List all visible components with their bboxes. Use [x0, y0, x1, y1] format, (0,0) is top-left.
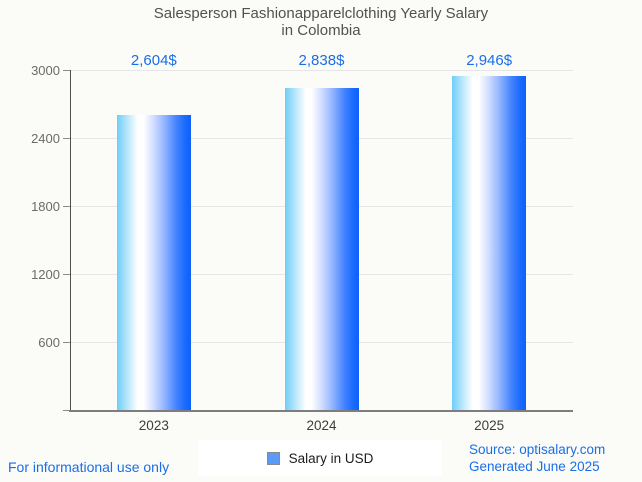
- legend-label: Salary in USD: [288, 450, 374, 466]
- y-axis-label-1200: 1200: [31, 267, 60, 282]
- chart-title-line1: Salesperson Fashionapparelclothing Yearl…: [153, 5, 489, 22]
- y-tick-600: [63, 342, 70, 343]
- x-axis-label-2023: 2023: [138, 418, 169, 433]
- gridline-3000: [70, 70, 573, 71]
- chart-title-line2: in Colombia: [281, 22, 361, 39]
- footer-generated-line: Generated June 2025: [469, 459, 600, 474]
- footer-disclaimer: For informational use only: [8, 459, 170, 475]
- y-tick-0: [63, 410, 70, 411]
- y-axis-label-3000: 3000: [31, 63, 60, 78]
- x-axis-label-2024: 2024: [306, 418, 337, 433]
- legend: Salary in USD: [198, 440, 442, 476]
- bar-value-label-2025: 2,946$: [466, 52, 513, 69]
- legend-marker-salary-in-usd: [266, 451, 280, 465]
- bar-value-label-2023: 2,604$: [130, 52, 177, 69]
- chart-title: Salesperson Fashionapparelclothing Yearl…: [0, 5, 642, 39]
- y-tick-1200: [63, 274, 70, 275]
- bar-value-label-2024: 2,838$: [298, 52, 345, 69]
- x-axis-label-2025: 2025: [474, 418, 505, 433]
- bar-2025[interactable]: [452, 76, 527, 410]
- x-axis-line: [69, 410, 573, 412]
- y-axis-label-600: 600: [38, 335, 60, 350]
- y-tick-2400: [63, 138, 70, 139]
- y-axis-line: [70, 70, 71, 412]
- y-axis-label-1800: 1800: [31, 199, 60, 214]
- y-axis-label-2400: 2400: [31, 131, 60, 146]
- footer-source-line[interactable]: Source: optisalary.com: [469, 442, 606, 457]
- bar-2023[interactable]: [116, 115, 191, 410]
- y-tick-3000: [63, 70, 70, 71]
- y-tick-1800: [63, 206, 70, 207]
- bar-2024[interactable]: [284, 88, 359, 410]
- footer-source: Source: optisalary.com Generated June 20…: [469, 441, 605, 475]
